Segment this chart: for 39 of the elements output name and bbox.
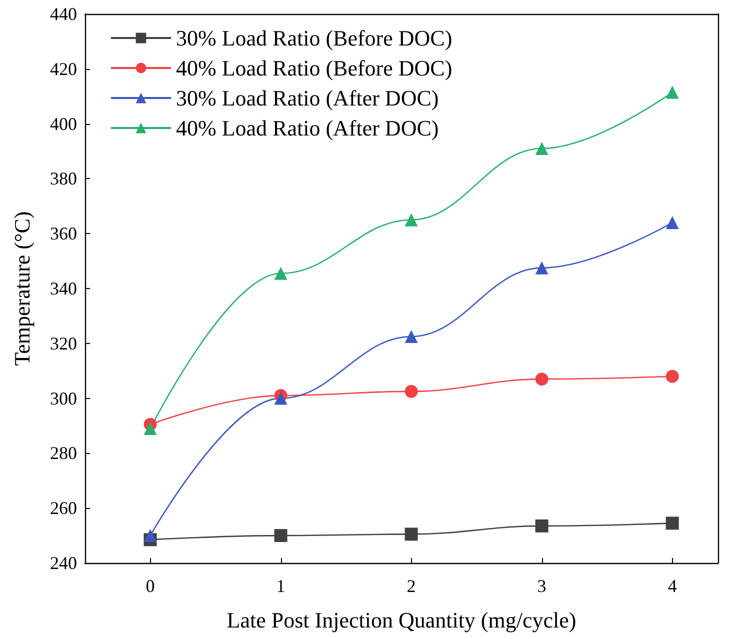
point bbox=[274, 266, 288, 280]
x-tick-label: 2 bbox=[406, 576, 416, 596]
legend-label: 30% Load Ratio (After DOC) bbox=[176, 86, 439, 110]
y-tick-label: 340 bbox=[50, 278, 77, 298]
point bbox=[535, 519, 548, 532]
y-tick-label: 260 bbox=[50, 498, 77, 518]
y-tick-label: 400 bbox=[50, 114, 77, 134]
x-axis-title: Late Post Injection Quantity (mg/cycle) bbox=[226, 608, 576, 632]
point bbox=[535, 142, 548, 156]
y-tick-label: 320 bbox=[50, 333, 77, 354]
point bbox=[535, 372, 548, 386]
point bbox=[274, 529, 288, 542]
x-tick-label: 3 bbox=[537, 576, 546, 596]
y-tick-label: 380 bbox=[50, 168, 77, 189]
y-axis-title: Temperature (°C) bbox=[10, 211, 34, 366]
x-tick-label: 4 bbox=[668, 576, 677, 596]
point bbox=[404, 384, 418, 398]
legend-label: 40% Load Ratio (Before DOC) bbox=[176, 56, 452, 80]
point bbox=[535, 261, 548, 274]
y-tick-label: 420 bbox=[50, 58, 77, 79]
y-tick-label: 280 bbox=[50, 443, 77, 464]
x-tick-label: 1 bbox=[276, 576, 286, 596]
point bbox=[404, 213, 418, 226]
x-tick-label: 0 bbox=[146, 576, 155, 596]
point bbox=[404, 528, 418, 541]
point bbox=[404, 330, 418, 344]
legend-label: 30% Load Ratio (Before DOC) bbox=[176, 26, 452, 50]
point bbox=[666, 516, 679, 530]
point bbox=[274, 392, 288, 405]
y-tick-label: 360 bbox=[50, 224, 77, 244]
point bbox=[666, 370, 679, 383]
y-tick-label: 240 bbox=[50, 553, 77, 573]
y-tick-label: 440 bbox=[50, 4, 77, 24]
point bbox=[144, 422, 157, 435]
y-tick-label: 300 bbox=[50, 388, 77, 408]
point bbox=[666, 86, 679, 99]
legend-label: 40% Load Ratio (After DOC) bbox=[176, 116, 439, 140]
point bbox=[666, 216, 679, 230]
point bbox=[144, 529, 157, 542]
